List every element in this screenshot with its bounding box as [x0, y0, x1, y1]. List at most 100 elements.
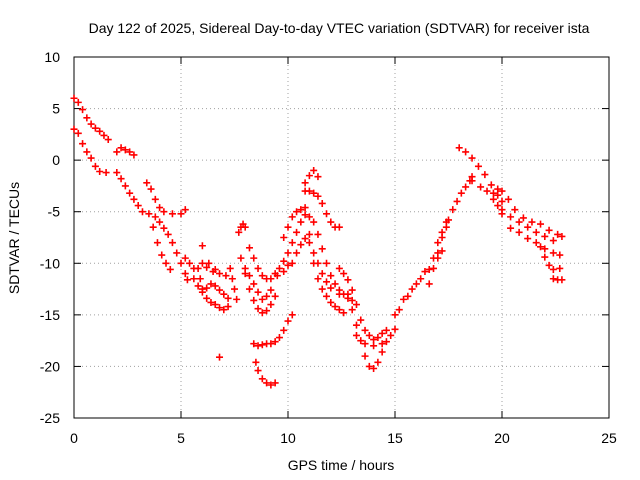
data-point: [233, 295, 241, 303]
data-point: [252, 358, 260, 366]
data-point: [357, 337, 365, 345]
data-point: [494, 202, 502, 210]
data-point: [314, 173, 322, 181]
data-point: [301, 235, 309, 243]
data-point: [160, 208, 168, 216]
y-tick-label: 0: [52, 152, 60, 168]
series-arc-02: [70, 125, 110, 177]
data-point: [245, 244, 253, 252]
data-point: [297, 218, 305, 226]
data-point: [173, 249, 181, 257]
data-point: [361, 352, 369, 360]
data-point: [537, 220, 545, 228]
data-point: [481, 171, 489, 179]
data-point: [408, 285, 416, 293]
series-arc-11: [198, 259, 230, 280]
data-point: [327, 298, 335, 306]
series-arc-24: [301, 166, 322, 187]
data-point: [164, 230, 172, 238]
data-point: [327, 272, 335, 280]
data-point: [263, 292, 271, 300]
data-point: [194, 264, 202, 272]
data-point: [220, 306, 228, 314]
data-point: [425, 265, 433, 273]
data-point: [549, 265, 557, 273]
data-point: [267, 340, 275, 348]
data-point: [498, 197, 506, 205]
data-point: [382, 326, 390, 334]
data-point: [318, 270, 326, 278]
data-point: [134, 202, 142, 210]
data-point: [310, 259, 318, 267]
data-point: [288, 259, 296, 267]
data-point: [254, 288, 262, 296]
data-point: [335, 306, 343, 314]
data-point: [284, 317, 292, 325]
data-point: [382, 338, 390, 346]
series-arc-35: [445, 173, 476, 224]
series-arc-22: [280, 204, 309, 241]
x-axis-title: GPS time / hours: [288, 457, 395, 473]
data-point: [556, 251, 564, 259]
data-point: [198, 288, 206, 296]
data-point: [211, 282, 219, 290]
chart-title: Day 122 of 2025, Sidereal Day-to-day VTE…: [89, 20, 590, 36]
data-point: [374, 358, 382, 366]
data-point: [70, 125, 78, 133]
data-point: [310, 189, 318, 197]
data-point: [462, 148, 470, 156]
x-tick-label: 0: [70, 430, 78, 446]
y-tick-label: -5: [48, 204, 61, 220]
data-point: [96, 167, 104, 175]
y-tick-label: -25: [40, 410, 60, 426]
data-point: [301, 179, 309, 187]
data-point: [153, 239, 161, 247]
data-point: [190, 275, 198, 283]
data-point: [314, 275, 322, 283]
data-point: [340, 309, 348, 317]
data-point: [207, 298, 215, 306]
data-point: [224, 294, 232, 302]
data-point: [235, 228, 243, 236]
data-point: [507, 224, 515, 232]
data-point: [168, 239, 176, 247]
data-point: [340, 270, 348, 278]
data-point: [297, 206, 305, 214]
data-point: [216, 353, 224, 361]
series-arc-34: [425, 223, 450, 288]
data-point: [121, 182, 129, 190]
data-point: [160, 224, 168, 232]
data-point: [370, 364, 378, 372]
data-point: [365, 331, 373, 339]
data-point: [528, 218, 536, 226]
data-point: [391, 325, 399, 333]
data-point: [430, 264, 438, 272]
series-arc-20: [252, 358, 279, 389]
data-point: [280, 257, 288, 265]
y-tick-label: -20: [40, 358, 60, 374]
data-point: [250, 280, 258, 288]
data-point: [126, 148, 134, 156]
data-point: [554, 230, 562, 238]
data-point: [378, 329, 386, 337]
data-point: [477, 183, 485, 191]
data-point: [305, 187, 313, 195]
series-arc-39: [498, 210, 566, 245]
data-point: [438, 234, 446, 241]
series-arc-01: [70, 94, 112, 144]
y-tick-label: 5: [52, 101, 60, 117]
data-point: [314, 192, 322, 200]
series-arc-06: [145, 210, 174, 273]
data-point: [310, 249, 318, 257]
data-point: [305, 213, 313, 221]
data-point: [177, 259, 185, 267]
data-point: [404, 292, 412, 300]
data-point: [267, 301, 275, 309]
data-point: [314, 230, 322, 238]
data-point: [537, 243, 545, 251]
data-point: [216, 286, 224, 294]
data-point: [449, 206, 457, 214]
data-point: [474, 162, 482, 170]
data-point: [156, 218, 164, 226]
data-point: [271, 270, 279, 278]
